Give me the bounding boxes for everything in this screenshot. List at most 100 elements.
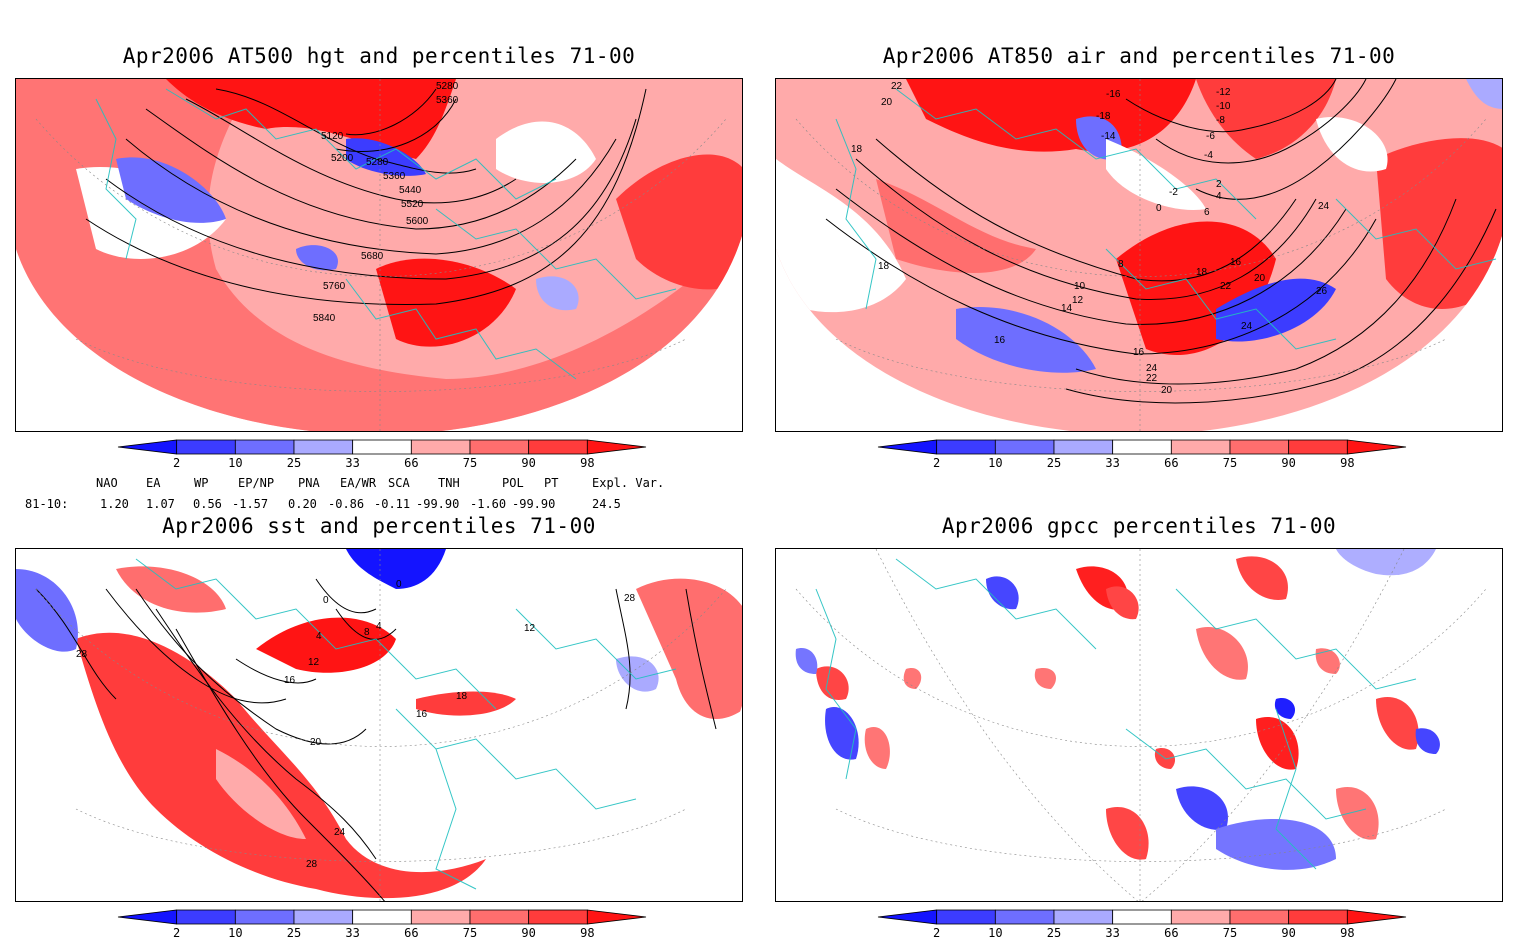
panel-title-sst: Apr2006 sst and percentiles 71-00 (162, 514, 596, 538)
contour-label: -14 (1101, 131, 1116, 142)
colorbar-bin (117, 439, 178, 455)
contour-label: 18 (1196, 267, 1208, 278)
contour-label: 16 (284, 675, 296, 686)
index-row-label: 81-10: (25, 497, 69, 511)
index-value-sca: -0.11 (374, 497, 411, 511)
colorbar-bin (1288, 909, 1348, 925)
colorbar-bin (936, 439, 996, 455)
contour-label: -10 (1216, 101, 1231, 112)
index-header-tnh: TNH (438, 476, 460, 490)
colorbar-bin (877, 909, 938, 925)
contour-label: -2 (1169, 187, 1178, 198)
panel-title-hgt500: Apr2006 AT500 hgt and percentiles 71-00 (122, 44, 636, 68)
colorbar-bin (176, 439, 236, 455)
colorbar-bin (1112, 439, 1172, 455)
index-header-pol: POL (502, 476, 524, 490)
index-header-wp: WP (194, 476, 209, 490)
contour-label: 5360 (436, 95, 459, 106)
contour-label: 18 (851, 144, 863, 155)
colorbar-tick-label: 75 (462, 926, 478, 940)
colorbar-bin (1112, 909, 1172, 925)
index-header-eawr: EA/WR (340, 476, 377, 490)
contour-label: 28 (624, 593, 636, 604)
colorbar-bin (586, 909, 647, 925)
index-value-explvar: 24.5 (592, 497, 621, 511)
index-header-sca: SCA (388, 476, 410, 490)
contour-label: 20 (881, 97, 893, 108)
index-value-tnh: -99.90 (416, 497, 460, 511)
colorbar-bin (469, 439, 530, 455)
contour-label: 5760 (323, 281, 346, 292)
colorbar-bin (176, 909, 236, 925)
colorbar-tick-label: 2 (173, 456, 181, 470)
colorbar-tick-label: 2 (933, 926, 941, 940)
contour-label: 18 (878, 261, 890, 272)
contour-label: 24 (1146, 363, 1158, 374)
contour-label: -6 (1206, 131, 1215, 142)
contour-label: 28 (76, 649, 88, 660)
colorbar-sst: 2 10 25 33 66 75 90 98 (117, 909, 647, 946)
contour-label: 4 (1216, 191, 1222, 202)
colorbar-tick-label: 98 (580, 456, 595, 470)
index-value-pt: -99.90 (512, 497, 556, 511)
colorbar-tick-label: 10 (988, 456, 1003, 470)
contour-label: -4 (1204, 150, 1213, 161)
colorbar-bin (234, 439, 295, 455)
contour-label: 5280 (436, 81, 459, 92)
contour-label: 5520 (401, 199, 424, 210)
colorbar-bin (293, 909, 354, 925)
map-panel-air850: 22 20 18 -16 -18 -14 -12 -10 -8 -6 -4 -2… (775, 78, 1503, 432)
index-value-pol: -1.60 (470, 497, 507, 511)
colorbar-bin (234, 909, 295, 925)
index-header-explvar: Expl. Var. (592, 476, 665, 490)
colorbar-tick-label: 25 (1046, 456, 1062, 470)
colorbar-bin (1288, 439, 1348, 455)
colorbar-tick-label: 98 (1340, 456, 1355, 470)
colorbar-tick-label: 25 (1046, 926, 1062, 940)
colorbar-tick-label: 90 (521, 926, 536, 940)
colorbar-tick-label: 75 (1222, 926, 1238, 940)
contour-label: 5360 (383, 171, 406, 182)
colorbar-tick-label: 33 (345, 456, 360, 470)
contour-label: 5200 (331, 153, 354, 164)
colorbar-tick-label: 98 (1340, 926, 1355, 940)
contour-label: 22 (891, 81, 903, 92)
colorbar-bin (936, 909, 996, 925)
contour-label: -18 (1096, 111, 1111, 122)
contour-label: 20 (1161, 385, 1173, 396)
contour-label: -16 (1106, 89, 1121, 100)
colorbar-bin (528, 439, 588, 455)
colorbar-bin (410, 439, 471, 455)
colorbar-tick-label: 33 (1105, 456, 1120, 470)
colorbar-tick-label: 75 (1222, 456, 1238, 470)
contour-label: 4 (376, 621, 382, 632)
colorbar-bin (117, 909, 178, 925)
colorbar-tick-label: 2 (173, 926, 181, 940)
contour-label: 0 (323, 595, 329, 606)
contour-label: 16 (416, 709, 428, 720)
colorbar-tick-label: 33 (1105, 926, 1120, 940)
colorbar-bin (994, 909, 1055, 925)
colorbar-tick-label: 75 (462, 456, 478, 470)
contour-label: 10 (1074, 281, 1086, 292)
contour-label: 22 (1220, 281, 1232, 292)
panel-title-gpcc: Apr2006 gpcc percentiles 71-00 (941, 514, 1337, 538)
colorbar-tick-label: 10 (228, 926, 243, 940)
contour-label: 16 (1133, 347, 1145, 358)
map-panel-hgt500: 5280 5360 5120 5200 5280 5360 5440 5520 … (15, 78, 743, 432)
colorbar-tick-label: 25 (286, 926, 302, 940)
colorbar-tick-label: 90 (1281, 456, 1296, 470)
colorbar-bin (410, 909, 471, 925)
colorbar-bin (293, 439, 354, 455)
contour-label: 0 (396, 579, 402, 590)
colorbar-tick-label: 66 (404, 456, 419, 470)
colorbar-tick-label: 2 (933, 456, 941, 470)
colorbar-bin (469, 909, 530, 925)
index-header-pt: PT (544, 476, 559, 490)
colorbar-bin (1170, 909, 1231, 925)
contour-label: 14 (1061, 303, 1073, 314)
colorbar-bin (1229, 439, 1290, 455)
contour-label: 28 (306, 859, 318, 870)
colorbar-bin (1170, 439, 1231, 455)
contour-label: 16 (1230, 257, 1242, 268)
